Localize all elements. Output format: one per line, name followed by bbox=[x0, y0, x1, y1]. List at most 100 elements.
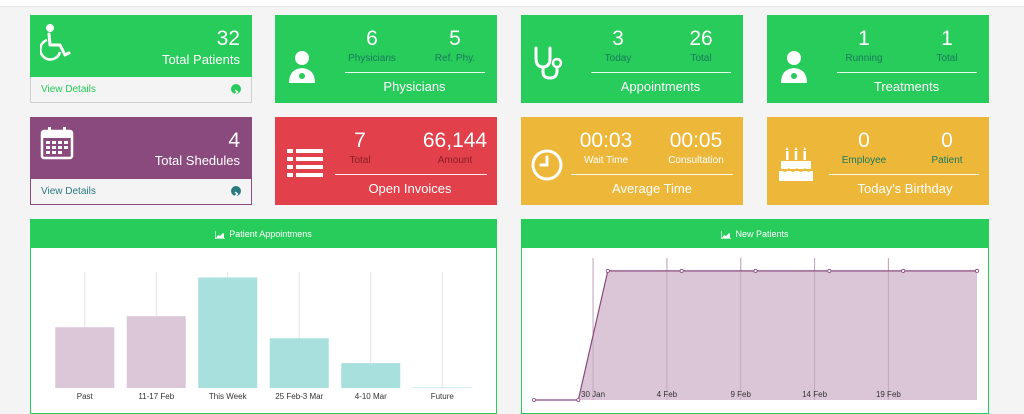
new-patients-panel: New Patients 30 Jan 4 Feb 9 Feb 14 Feb 19 Fe… bbox=[521, 219, 989, 414]
x-tick-label: Future bbox=[431, 392, 455, 401]
new-patients-area-chart: 30 Jan 4 Feb 9 Feb 14 Feb 19 Feb bbox=[531, 258, 979, 402]
calendar-icon bbox=[40, 127, 74, 160]
total-schedules-value: 4 bbox=[228, 129, 240, 152]
total-schedules-card: 4 Total Shedules View Details bbox=[30, 117, 252, 205]
physicians-label: Physicians bbox=[348, 53, 396, 64]
treatments-title: Treatments bbox=[873, 79, 940, 94]
appointments-today-count: 3 bbox=[612, 27, 624, 50]
x-tick-label: Past bbox=[77, 392, 94, 401]
ref-physicians-label: Ref. Phy. bbox=[434, 53, 476, 64]
panel-title: Patient Appointmens bbox=[229, 229, 312, 239]
cake-icon bbox=[779, 147, 813, 181]
appointments-today-label: Today bbox=[604, 53, 632, 64]
x-tick-label: 30 Jan bbox=[581, 390, 605, 399]
average-time-title: Average Time bbox=[612, 181, 692, 196]
area-fill bbox=[534, 270, 977, 400]
appointments-total-count: 26 bbox=[689, 27, 713, 50]
bar-11-17-feb bbox=[126, 316, 186, 388]
doctor-icon bbox=[289, 51, 315, 83]
patient-appointments-panel: Patient Appointmens Past 11-17 Feb This We… bbox=[30, 219, 497, 414]
data-point bbox=[531, 397, 536, 402]
x-tick-label: 25 Feb-3 Mar bbox=[275, 392, 323, 401]
x-tick-label: 9 Feb bbox=[730, 390, 751, 399]
appointments-card: 3 Today 26 Total Appointments bbox=[521, 15, 743, 103]
treatments-running-count: 1 bbox=[858, 27, 870, 50]
bar-4-10-mar bbox=[341, 363, 401, 388]
data-point bbox=[827, 268, 832, 273]
arrow-right-icon[interactable] bbox=[231, 84, 241, 95]
birthday-employee-label: Employee bbox=[841, 155, 887, 166]
total-patients-card: 32 Total Patients View Details bbox=[30, 15, 252, 103]
stethoscope-icon bbox=[534, 46, 563, 80]
total-patients-label: Total Patients bbox=[161, 52, 240, 67]
data-point bbox=[753, 268, 758, 273]
wheelchair-icon bbox=[40, 24, 71, 61]
treatments-running-label: Running bbox=[845, 53, 883, 64]
view-details-link[interactable]: View Details bbox=[41, 186, 96, 197]
wait-time-label: Wait Time bbox=[583, 155, 629, 166]
total-patients-value: 32 bbox=[216, 27, 240, 50]
x-tick-label: 14 Feb bbox=[802, 390, 827, 399]
data-point bbox=[901, 268, 906, 273]
average-time-card: 00:03 Wait Time 00:05 Consultation Avera… bbox=[521, 117, 743, 205]
invoices-amount-label: Amount bbox=[437, 155, 473, 166]
total-schedules-label: Total Shedules bbox=[154, 153, 240, 168]
appointments-bar-chart: Past 11-17 Feb This Week 25 Feb-3 Mar 4-10 M… bbox=[55, 272, 472, 401]
data-point bbox=[679, 268, 684, 273]
birthday-employee-count: 0 bbox=[858, 129, 870, 152]
birthday-patient-label: Patient bbox=[931, 155, 963, 166]
physicians-card: 6 Physicians 5 Ref. Phy. Physicians bbox=[275, 15, 497, 103]
treatments-total-label: Total bbox=[936, 53, 958, 64]
total-patients-footer[interactable]: View Details bbox=[30, 77, 252, 103]
treatments-total-count: 1 bbox=[941, 27, 953, 50]
treatments-card: 1 Running 1 Total Treatments bbox=[767, 15, 989, 103]
top-bar bbox=[0, 0, 1024, 7]
data-point bbox=[974, 268, 979, 273]
panel-title: New Patients bbox=[735, 229, 789, 239]
divider bbox=[591, 72, 731, 73]
list-icon bbox=[287, 149, 323, 177]
bar-this-week bbox=[198, 277, 258, 388]
view-details-link[interactable]: View Details bbox=[41, 84, 96, 95]
divider bbox=[829, 174, 979, 175]
panel-header: New Patients bbox=[522, 220, 988, 248]
divider bbox=[345, 72, 485, 73]
x-tick-label: 4-10 Mar bbox=[355, 392, 387, 401]
bar-25-feb-3-mar bbox=[269, 338, 329, 388]
birthday-title: Today's Birthday bbox=[857, 181, 953, 196]
divider bbox=[837, 72, 977, 73]
invoices-total-count: 7 bbox=[354, 129, 366, 152]
series-line bbox=[534, 270, 977, 401]
physicians-count: 6 bbox=[366, 27, 378, 50]
bar-future bbox=[412, 387, 472, 388]
birthday-patient-count: 0 bbox=[941, 129, 953, 152]
wait-time-value: 00:03 bbox=[579, 129, 633, 152]
open-invoices-title: Open Invoices bbox=[368, 181, 452, 196]
x-tick-label: This Week bbox=[209, 392, 248, 401]
data-point bbox=[576, 397, 581, 402]
invoices-amount-value: 66,144 bbox=[422, 129, 488, 152]
open-invoices-card: 7 Total 66,144 Amount Open Invoices bbox=[275, 117, 497, 205]
area-chart-icon bbox=[215, 230, 226, 239]
ref-physicians-count: 5 bbox=[449, 27, 461, 50]
x-tick-label: 4 Feb bbox=[657, 390, 678, 399]
doctor-icon bbox=[781, 51, 807, 83]
consultation-time-value: 00:05 bbox=[669, 129, 723, 152]
panel-header: Patient Appointmens bbox=[31, 220, 496, 248]
x-tick-label: 11-17 Feb bbox=[138, 392, 174, 401]
invoices-total-label: Total bbox=[349, 155, 371, 166]
divider bbox=[571, 174, 733, 175]
divider bbox=[335, 174, 487, 175]
total-schedules-footer[interactable]: View Details bbox=[30, 179, 252, 205]
clock-icon bbox=[531, 149, 563, 181]
appointments-total-label: Total bbox=[690, 53, 712, 64]
appointments-title: Appointments bbox=[620, 79, 701, 94]
arrow-right-icon[interactable] bbox=[231, 186, 241, 197]
area-chart-icon bbox=[721, 230, 732, 239]
x-tick-label: 19 Feb bbox=[876, 390, 901, 399]
physicians-title: Physicians bbox=[383, 79, 446, 94]
birthday-card: 0 Employee 0 Patient Today's Birthday bbox=[767, 117, 989, 205]
data-point bbox=[605, 268, 610, 273]
bar-past bbox=[55, 327, 115, 388]
consultation-time-label: Consultation bbox=[668, 155, 724, 166]
